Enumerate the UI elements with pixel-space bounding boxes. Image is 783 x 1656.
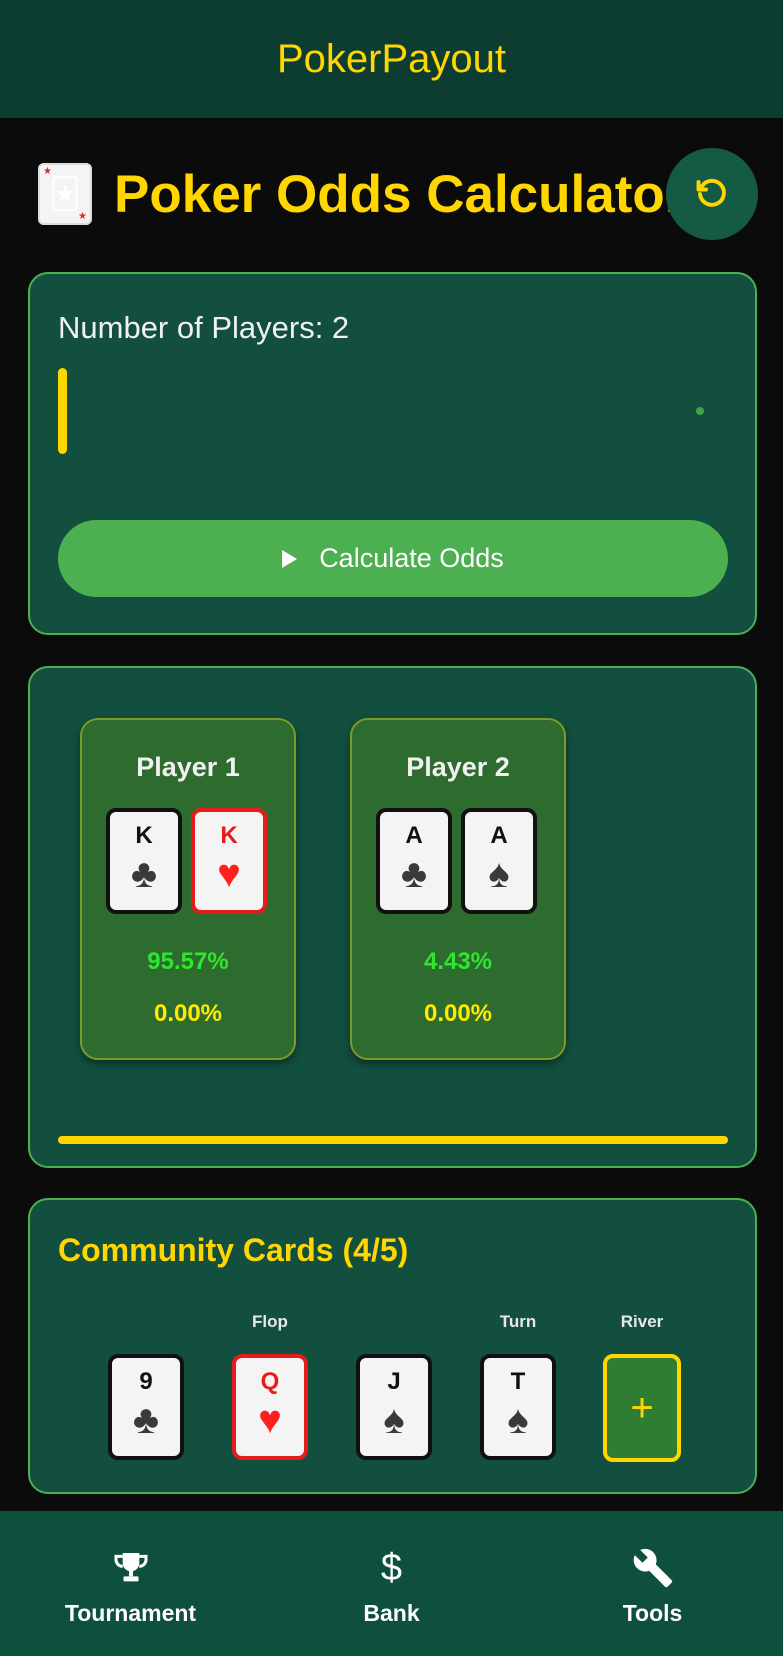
heart-suit-icon: ♥ bbox=[258, 1398, 282, 1442]
spade-suit-icon: ♠ bbox=[507, 1398, 529, 1442]
card-rank: J bbox=[387, 1368, 401, 1395]
player-name: Player 1 bbox=[136, 752, 240, 782]
slider-thumb[interactable] bbox=[58, 368, 67, 454]
river-label: River bbox=[620, 1312, 664, 1331]
tie-percentage: 0.00% bbox=[423, 1000, 493, 1027]
nav-label: Bank bbox=[363, 1600, 420, 1626]
win-percentage: 95.57% bbox=[147, 948, 229, 975]
settings-panel: Number of Players: 2 Calculate Odds bbox=[28, 272, 757, 635]
playing-card[interactable]: A ♣ bbox=[376, 808, 452, 914]
club-suit-icon: ♣ bbox=[130, 852, 158, 896]
player-card[interactable]: Player 1 K ♣ K ♥ 95.57% 0.00% bbox=[80, 718, 296, 1060]
playing-card[interactable]: A ♠ bbox=[461, 808, 537, 914]
hole-cards: K ♣ K ♥ bbox=[106, 808, 267, 914]
community-slot: Flop Q ♥ bbox=[230, 1312, 310, 1460]
slider-tick bbox=[696, 407, 704, 415]
playing-card[interactable]: 9 ♣ bbox=[108, 1354, 184, 1460]
player-name: Player 2 bbox=[406, 752, 510, 782]
nav-label: Tournament bbox=[64, 1600, 197, 1626]
community-slot: Turn T ♠ bbox=[478, 1312, 558, 1460]
card-rank: K bbox=[135, 822, 153, 849]
wrench-icon bbox=[553, 1540, 753, 1596]
playing-card[interactable]: K ♣ bbox=[106, 808, 182, 914]
calculate-odds-label: Calculate Odds bbox=[319, 543, 504, 573]
community-slot: 9 ♣ bbox=[106, 1312, 186, 1460]
spade-suit-icon: ♠ bbox=[383, 1398, 405, 1442]
nav-item-tools[interactable]: Tools bbox=[553, 1540, 753, 1627]
playing-card[interactable]: Q ♥ bbox=[232, 1354, 308, 1460]
calculate-odds-button[interactable]: Calculate Odds bbox=[58, 520, 728, 597]
players-slider[interactable] bbox=[58, 368, 718, 454]
app-bar: PokerPayout bbox=[0, 0, 783, 118]
app-title: PokerPayout bbox=[276, 36, 507, 81]
playing-card[interactable]: J ♠ bbox=[356, 1354, 432, 1460]
page-title: Poker Odds Calculator bbox=[114, 164, 686, 224]
plus-icon: + bbox=[630, 1385, 654, 1430]
club-suit-icon: ♣ bbox=[400, 852, 428, 896]
player-card[interactable]: Player 2 A ♣ A ♠ 4.43% 0.00% bbox=[350, 718, 566, 1060]
refresh-icon bbox=[696, 178, 726, 207]
hole-cards: A ♣ A ♠ bbox=[376, 808, 537, 914]
tie-percentage: 0.00% bbox=[153, 1000, 223, 1027]
turn-label: Turn bbox=[499, 1312, 537, 1331]
bottom-navigation: Tournament $ Bank Tools bbox=[0, 1511, 783, 1656]
calculation-progress-bar bbox=[58, 1136, 728, 1144]
club-suit-icon: ♣ bbox=[132, 1398, 160, 1442]
card-rank: A bbox=[405, 822, 423, 849]
trophy-icon bbox=[31, 1540, 231, 1596]
nav-item-bank[interactable]: $ Bank bbox=[292, 1540, 492, 1627]
nav-item-tournament[interactable]: Tournament bbox=[31, 1540, 231, 1627]
play-icon bbox=[282, 549, 298, 568]
playing-card[interactable]: K ♥ bbox=[191, 808, 267, 914]
players-count-label: Number of Players: 2 bbox=[58, 310, 350, 345]
card-rank: T bbox=[510, 1368, 526, 1395]
community-slot: River + bbox=[602, 1312, 682, 1462]
playing-card[interactable]: T ♠ bbox=[480, 1354, 556, 1460]
card-rank: A bbox=[490, 822, 508, 849]
add-river-card-button[interactable]: + bbox=[603, 1354, 681, 1462]
dollar-icon: $ bbox=[380, 1546, 403, 1589]
slot-label bbox=[106, 1312, 186, 1334]
spade-suit-icon: ♠ bbox=[488, 852, 510, 896]
nav-label: Tools bbox=[622, 1600, 683, 1626]
community-cards-panel: Community Cards (4/5) 9 ♣ Flop Q ♥ J ♠ T… bbox=[28, 1198, 757, 1494]
reset-button[interactable] bbox=[666, 148, 758, 240]
joker-card-icon: ★ 🃏 ★ bbox=[38, 163, 92, 225]
flop-label: Flop bbox=[252, 1312, 288, 1331]
card-rank: Q bbox=[260, 1368, 280, 1395]
heart-suit-icon: ♥ bbox=[217, 852, 241, 896]
community-slot: J ♠ bbox=[354, 1312, 434, 1460]
win-percentage: 4.43% bbox=[423, 948, 493, 975]
slot-label bbox=[354, 1312, 434, 1334]
card-rank: K bbox=[220, 822, 238, 849]
page-header: ★ 🃏 ★ Poker Odds Calculator bbox=[30, 148, 758, 240]
community-cards-title: Community Cards (4/5) bbox=[58, 1232, 409, 1268]
card-rank: 9 bbox=[139, 1368, 153, 1395]
players-panel: Player 1 K ♣ K ♥ 95.57% 0.00% Player 2 A… bbox=[28, 666, 757, 1168]
